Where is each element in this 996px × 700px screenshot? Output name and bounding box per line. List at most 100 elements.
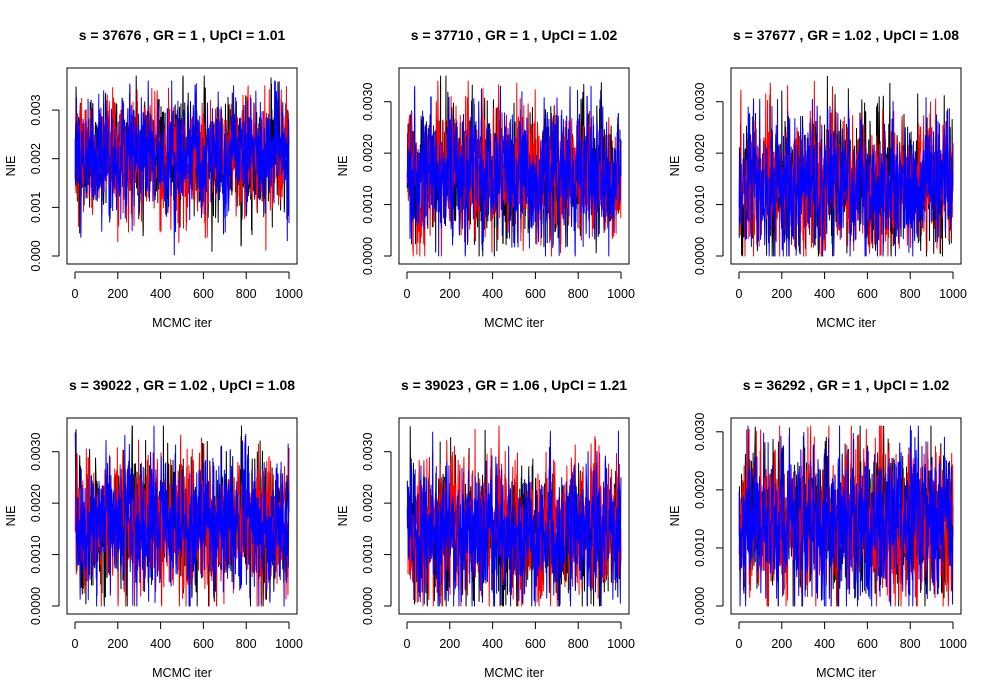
- x-tick-label: 1000: [607, 287, 635, 301]
- y-tick-label: 0.0000: [693, 587, 707, 625]
- plot-frame: [66, 417, 298, 615]
- x-axis: 0 200 400 600 800 1000: [736, 271, 967, 301]
- panel-title: s = 37676 , GR = 1 , UpCI = 1.01: [79, 27, 286, 43]
- y-tick-label: 0.0020: [693, 134, 707, 172]
- x-tick-label: 600: [193, 637, 214, 651]
- x-tick-label: 400: [150, 637, 171, 651]
- x-axis: 0 200 400 600 800 1000: [404, 271, 635, 301]
- x-tick-label: 0: [404, 637, 411, 651]
- y-tick-label: 0.0020: [29, 484, 43, 522]
- y-tick-label: 0.0010: [361, 535, 375, 573]
- y-tick-label: 0.000: [29, 240, 43, 271]
- x-axis-label: MCMC iter: [484, 316, 544, 330]
- y-tick-label: 0.0020: [361, 134, 375, 172]
- x-axis: 0 200 400 600 800 1000: [736, 621, 967, 651]
- y-axis: 0.0000 0.0010 0.0020 0.0030: [693, 83, 724, 275]
- y-tick-label: 0.0030: [361, 83, 375, 121]
- y-axis: 0.000 0.001 0.002 0.003: [29, 94, 60, 272]
- y-axis: 0.0000 0.0010 0.0020 0.0030: [361, 83, 392, 275]
- plot-frame: [66, 67, 298, 265]
- plot-frame: [398, 417, 630, 615]
- x-axis-label: MCMC iter: [816, 316, 876, 330]
- x-tick-label: 200: [439, 637, 460, 651]
- trace-panel-4: s = 39022 , GR = 1.02 , UpCI = 1.08 0 200 4…: [4, 377, 303, 680]
- y-axis-label: NIE: [336, 506, 350, 527]
- x-tick-label: 800: [236, 287, 257, 301]
- x-axis: 0 200 400 600 800 1000: [72, 271, 303, 301]
- trace-chain-3: [738, 97, 954, 257]
- x-axis-label: MCMC iter: [816, 666, 876, 680]
- y-tick-label: 0.0030: [693, 413, 707, 451]
- y-axis-label: NIE: [4, 156, 18, 177]
- trace-panel-6: s = 36292 , GR = 1 , UpCI = 1.02 0 200 400 6…: [668, 377, 967, 680]
- x-tick-label: 0: [72, 637, 79, 651]
- y-tick-label: 0.002: [29, 143, 43, 174]
- trace-panel-2: s = 37710 , GR = 1 , UpCI = 1.02 0 200 400 6…: [336, 27, 635, 330]
- x-tick-label: 400: [482, 637, 503, 651]
- x-axis-label: MCMC iter: [484, 666, 544, 680]
- trace-lines: [406, 425, 622, 607]
- plot-frame: [730, 67, 962, 265]
- y-tick-label: 0.0000: [361, 587, 375, 625]
- trace-panel-1: s = 37676 , GR = 1 , UpCI = 1.01 0 200 400 6…: [4, 27, 303, 330]
- trace-chain-3: [74, 425, 290, 607]
- trace-panel-5: s = 39023 , GR = 1.06 , UpCI = 1.21 0 200 4…: [336, 377, 635, 680]
- x-tick-label: 800: [568, 287, 589, 301]
- y-tick-label: 0.0030: [693, 83, 707, 121]
- y-tick-label: 0.0010: [361, 185, 375, 223]
- panel-title: s = 37710 , GR = 1 , UpCI = 1.02: [411, 27, 618, 43]
- y-axis: 0.0000 0.0010 0.0020 0.0030: [361, 433, 392, 625]
- x-tick-label: 1000: [939, 637, 967, 651]
- y-axis-label: NIE: [4, 506, 18, 527]
- x-tick-label: 200: [107, 287, 128, 301]
- x-tick-label: 0: [736, 287, 743, 301]
- x-tick-label: 600: [525, 287, 546, 301]
- x-axis: 0 200 400 600 800 1000: [72, 621, 303, 651]
- x-tick-label: 0: [404, 287, 411, 301]
- trace-panel-3: s = 37677 , GR = 1.02 , UpCI = 1.08 0 200 4…: [668, 27, 967, 330]
- y-axis-label: NIE: [668, 156, 682, 177]
- trace-chain-3: [74, 80, 290, 256]
- x-tick-label: 800: [568, 637, 589, 651]
- x-axis: 0 200 400 600 800 1000: [404, 621, 635, 651]
- x-tick-label: 800: [900, 637, 921, 651]
- y-tick-label: 0.0000: [29, 587, 43, 625]
- y-axis: 0.0000 0.0010 0.0020 0.0030: [693, 413, 724, 625]
- x-tick-label: 0: [736, 637, 743, 651]
- x-tick-label: 200: [771, 637, 792, 651]
- x-tick-label: 400: [814, 287, 835, 301]
- x-tick-label: 800: [900, 287, 921, 301]
- x-tick-label: 400: [482, 287, 503, 301]
- panel-title: s = 36292 , GR = 1 , UpCI = 1.02: [743, 377, 950, 393]
- trace-lines: [406, 75, 622, 257]
- x-tick-label: 1000: [939, 287, 967, 301]
- y-tick-label: 0.0010: [29, 535, 43, 573]
- x-tick-label: 400: [150, 287, 171, 301]
- panel-title: s = 39023 , GR = 1.06 , UpCI = 1.21: [401, 377, 627, 393]
- x-tick-label: 400: [814, 637, 835, 651]
- plot-frame: [398, 67, 630, 265]
- x-tick-label: 600: [525, 637, 546, 651]
- y-tick-label: 0.001: [29, 192, 43, 223]
- trace-chain-3: [406, 430, 622, 607]
- y-tick-label: 0.0030: [29, 433, 43, 471]
- x-tick-label: 600: [857, 637, 878, 651]
- x-tick-label: 1000: [607, 637, 635, 651]
- x-tick-label: 800: [236, 637, 257, 651]
- trace-lines: [738, 425, 954, 607]
- y-tick-label: 0.0000: [693, 237, 707, 275]
- y-tick-label: 0.0010: [693, 529, 707, 567]
- x-tick-label: 1000: [275, 637, 303, 651]
- trace-lines: [738, 75, 954, 257]
- plot-frame: [730, 417, 962, 615]
- y-tick-label: 0.0000: [361, 237, 375, 275]
- y-tick-label: 0.0020: [361, 484, 375, 522]
- y-tick-label: 0.0010: [693, 185, 707, 223]
- x-tick-label: 600: [193, 287, 214, 301]
- x-axis-label: MCMC iter: [152, 666, 212, 680]
- trace-chain-3: [406, 85, 622, 257]
- panel-title: s = 37677 , GR = 1.02 , UpCI = 1.08: [733, 27, 959, 43]
- y-axis-label: NIE: [336, 156, 350, 177]
- y-axis-label: NIE: [668, 506, 682, 527]
- y-tick-label: 0.0020: [693, 471, 707, 509]
